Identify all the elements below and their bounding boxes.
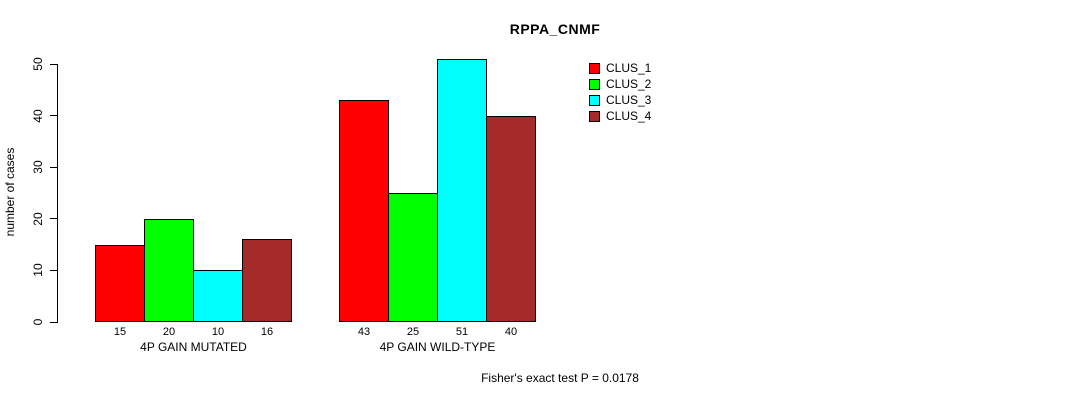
bar-value-label: 40 xyxy=(504,326,518,338)
y-axis-tick-label: 10 xyxy=(31,263,45,278)
y-axis-tick xyxy=(50,115,57,117)
chart-title: RPPA_CNMF xyxy=(509,21,601,37)
y-axis-tick xyxy=(50,166,57,168)
bar-clus_4-1 xyxy=(242,239,292,322)
y-axis-tick-label: 20 xyxy=(31,212,45,226)
legend-label: CLUS_4 xyxy=(606,109,652,123)
legend-swatch-clus_1 xyxy=(589,63,600,74)
bar-clus_2-1 xyxy=(144,218,194,322)
y-axis-line xyxy=(57,64,58,323)
y-axis-tick-label: 50 xyxy=(31,57,45,71)
y-axis-tick xyxy=(50,218,57,220)
bar-clus_3-2 xyxy=(437,58,487,322)
y-axis-tick xyxy=(50,63,57,65)
y-axis-tick-label: 40 xyxy=(31,108,45,123)
bar-clus_3-1 xyxy=(193,270,243,322)
bar-value-label: 25 xyxy=(406,326,420,338)
bar-value-label: 20 xyxy=(162,326,176,338)
bar-clus_1-2 xyxy=(339,100,389,322)
y-axis-tick-label: 0 xyxy=(31,318,45,326)
x-axis-group-label: 4P GAIN MUTATED xyxy=(140,340,247,354)
bar-value-label: 15 xyxy=(113,326,127,338)
legend-label: CLUS_1 xyxy=(606,61,652,75)
bar-value-label: 16 xyxy=(260,326,274,338)
legend-swatch-clus_3 xyxy=(589,95,600,106)
bar-clus_1-1 xyxy=(95,244,145,322)
y-axis-tick-label: 30 xyxy=(31,160,45,174)
legend-swatch-clus_4 xyxy=(589,111,600,122)
y-axis-tick xyxy=(50,269,57,271)
legend-swatch-clus_2 xyxy=(589,79,600,90)
bar-value-label: 43 xyxy=(357,326,371,338)
bar-clus_2-2 xyxy=(388,193,438,322)
bar-clus_4-2 xyxy=(486,115,536,322)
y-axis-label: number of cases xyxy=(3,147,17,237)
legend-label: CLUS_3 xyxy=(606,93,652,107)
bar-value-label: 51 xyxy=(455,326,469,338)
x-axis-group-label: 4P GAIN WILD-TYPE xyxy=(379,340,496,354)
y-axis-tick xyxy=(50,321,57,323)
bar-value-label: 10 xyxy=(211,326,225,338)
stat-annotation: Fisher's exact test P = 0.0178 xyxy=(481,371,639,385)
legend-label: CLUS_2 xyxy=(606,77,652,91)
